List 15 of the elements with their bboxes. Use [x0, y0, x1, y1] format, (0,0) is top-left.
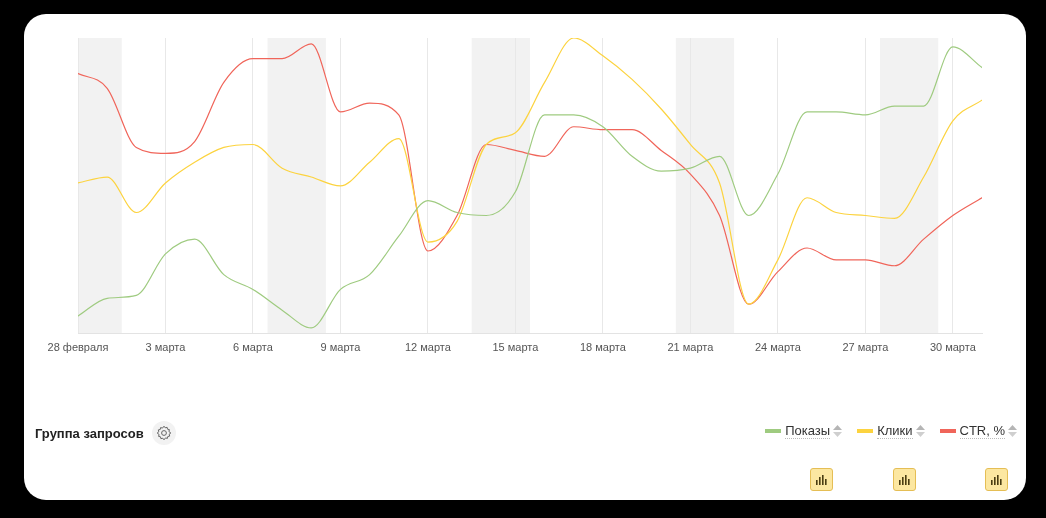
x-tick-label: 28 февраля [47, 341, 109, 354]
x-tick-label: 21 марта [667, 341, 715, 354]
x-tick-label: 24 марта [754, 341, 802, 354]
x-tick-label: 3 марта [145, 341, 187, 354]
x-tick-label: 30 марта [929, 341, 977, 354]
x-tick-label: 6 марта [233, 341, 274, 354]
x-tick-label: 9 марта [320, 341, 362, 354]
x-tick-label: 18 марта [579, 341, 627, 354]
text: Группа запросов [35, 425, 144, 441]
legend-label: Клики [877, 423, 913, 439]
x-tick-label: 27 марта [842, 341, 890, 354]
legend-label: CTR, % [959, 423, 1005, 439]
legend-label: Показы [785, 423, 831, 439]
x-tick-label: 15 марта [492, 341, 540, 354]
x-tick-label: 12 марта [404, 341, 452, 354]
